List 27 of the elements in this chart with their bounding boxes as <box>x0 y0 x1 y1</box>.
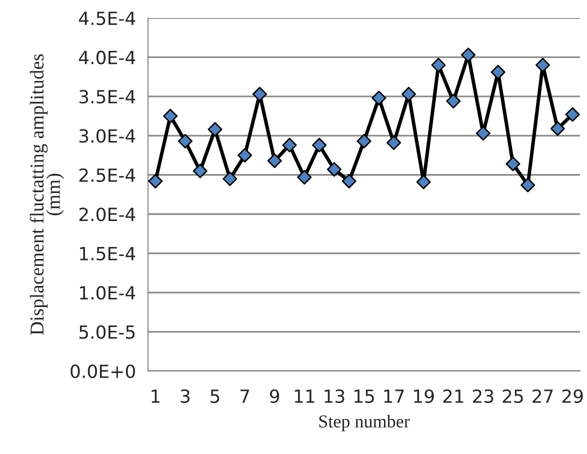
x-tick-label: 15 <box>354 390 374 404</box>
x-tick-label: 13 <box>324 389 344 404</box>
x-axis-title: Step number <box>319 414 410 432</box>
y-tick-label: 1.0E-4 <box>80 286 136 300</box>
x-tick-label: 7 <box>240 390 250 403</box>
y-tick-label: 0.0E+0 <box>70 364 135 378</box>
x-tick-label: 29 <box>562 389 583 404</box>
x-tick-label: 19 <box>414 389 434 404</box>
x-tick-label: 21 <box>443 389 464 403</box>
y-tick-label: 3.5E-4 <box>79 90 136 104</box>
x-tick-label: 23 <box>473 389 494 404</box>
x-tick-label: 9 <box>270 389 280 404</box>
y-tick-label: 5.0E-5 <box>79 325 135 339</box>
y-tick-label: 4.5E-4 <box>78 12 136 26</box>
x-tick-label: 25 <box>502 389 523 404</box>
x-tick-label: 3 <box>180 389 190 404</box>
y-tick-label: 2.5E-4 <box>79 168 136 182</box>
y-tick-label: 1.5E-4 <box>80 247 136 260</box>
x-tick-label: 1 <box>152 390 160 403</box>
x-tick-label: 27 <box>532 389 553 403</box>
x-tick-label: 5 <box>210 390 220 404</box>
x-tick-label: 17 <box>384 390 404 403</box>
y-tick-label: 3.0E-4 <box>79 129 136 143</box>
y-tick-label: 4.0E-4 <box>78 50 136 64</box>
y-axis-title: Displacement fluctatting amplitudes (mm) <box>30 54 64 335</box>
y-tick-label: 2.0E-4 <box>79 208 136 222</box>
x-tick-label: 11 <box>294 390 314 403</box>
